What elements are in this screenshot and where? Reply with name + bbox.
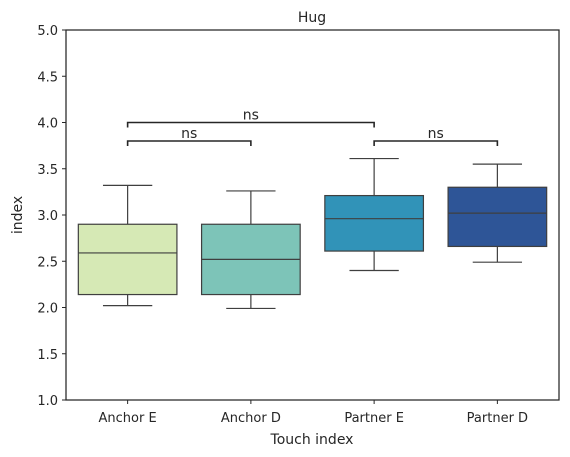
iqr-box xyxy=(324,194,425,252)
box-anchor-d xyxy=(200,190,301,310)
y-tick-label: 4.5 xyxy=(37,70,58,85)
significance-label: ns xyxy=(243,108,259,124)
x-tick-label: Partner D xyxy=(467,411,528,426)
boxes-layer xyxy=(77,157,548,310)
x-tick-label: Anchor E xyxy=(99,411,157,426)
y-tick-label: 1.0 xyxy=(37,394,58,409)
significance-bracket xyxy=(126,140,252,146)
significance-bracket xyxy=(373,140,499,146)
y-tick-label: 2.5 xyxy=(37,255,58,270)
iqr-box xyxy=(77,223,178,296)
y-axis-label: index xyxy=(10,196,26,234)
box-partner-d xyxy=(447,163,548,263)
y-tick-label: 3.0 xyxy=(37,209,58,224)
x-axis-label: Touch index xyxy=(270,432,354,448)
x-tick-label: Anchor D xyxy=(221,411,281,426)
significance-label: ns xyxy=(181,126,197,142)
iqr-box xyxy=(447,186,548,248)
box-partner-e xyxy=(324,157,425,272)
y-tick-label: 1.5 xyxy=(37,348,58,363)
y-tick-label: 2.0 xyxy=(37,302,58,317)
y-tick-label: 4.0 xyxy=(37,117,58,132)
x-axis-ticks: Anchor E Anchor D Partner E Partner D xyxy=(99,400,528,426)
y-tick-label: 3.5 xyxy=(37,163,58,178)
significance-label: ns xyxy=(428,126,444,142)
y-axis-ticks: 1.0 1.5 2.0 2.5 3.0 3.5 4.0 4.5 5.0 xyxy=(37,24,66,409)
chart-title: Hug xyxy=(298,10,326,26)
x-tick-label: Partner E xyxy=(344,411,404,426)
significance-bracket xyxy=(126,121,375,128)
y-tick-label: 5.0 xyxy=(37,24,58,39)
box-anchor-e xyxy=(77,184,178,307)
significance-annotations: ns ns ns xyxy=(126,108,499,146)
